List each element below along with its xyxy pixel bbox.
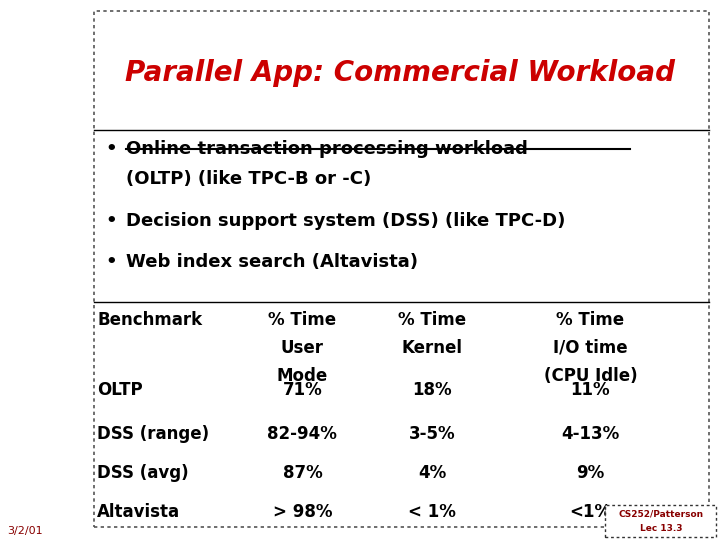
Text: 87%: 87% (282, 464, 323, 482)
Text: <1%: <1% (570, 503, 611, 521)
Text: (OLTP) (like TPC-B or -C): (OLTP) (like TPC-B or -C) (126, 170, 372, 188)
Text: Parallel App: Commercial Workload: Parallel App: Commercial Workload (125, 59, 675, 87)
Text: 4-13%: 4-13% (562, 425, 619, 443)
Text: OLTP: OLTP (97, 381, 143, 399)
Text: DSS (range): DSS (range) (97, 425, 210, 443)
Text: •: • (106, 253, 117, 271)
Text: % Time: % Time (398, 310, 466, 329)
FancyBboxPatch shape (94, 11, 709, 526)
Text: 18%: 18% (412, 381, 452, 399)
Text: > 98%: > 98% (273, 503, 332, 521)
Text: Altavista: Altavista (97, 503, 180, 521)
Text: < 1%: < 1% (408, 503, 456, 521)
Text: Web index search (Altavista): Web index search (Altavista) (126, 253, 418, 271)
Text: Mode: Mode (276, 367, 328, 385)
Text: •: • (106, 212, 117, 231)
Text: (CPU Idle): (CPU Idle) (544, 367, 637, 385)
Text: 82-94%: 82-94% (267, 425, 338, 443)
Text: 4%: 4% (418, 464, 446, 482)
Text: Online transaction processing workload: Online transaction processing workload (126, 139, 528, 158)
Text: Benchmark: Benchmark (97, 310, 202, 329)
Text: Decision support system (DSS) (like TPC-D): Decision support system (DSS) (like TPC-… (126, 212, 565, 231)
Text: •: • (106, 139, 117, 158)
FancyBboxPatch shape (605, 505, 716, 537)
Text: % Time: % Time (269, 310, 336, 329)
Text: CS252/Patterson: CS252/Patterson (618, 510, 703, 518)
Text: 11%: 11% (570, 381, 611, 399)
Text: DSS (avg): DSS (avg) (97, 464, 189, 482)
Text: 3/2/01: 3/2/01 (7, 525, 42, 536)
Text: I/O time: I/O time (553, 339, 628, 357)
Text: User: User (281, 339, 324, 357)
Text: 3-5%: 3-5% (409, 425, 455, 443)
Text: 9%: 9% (576, 464, 605, 482)
Text: 71%: 71% (282, 381, 323, 399)
Text: % Time: % Time (557, 310, 624, 329)
Text: Kernel: Kernel (402, 339, 462, 357)
Text: Lec 13.3: Lec 13.3 (639, 524, 683, 532)
